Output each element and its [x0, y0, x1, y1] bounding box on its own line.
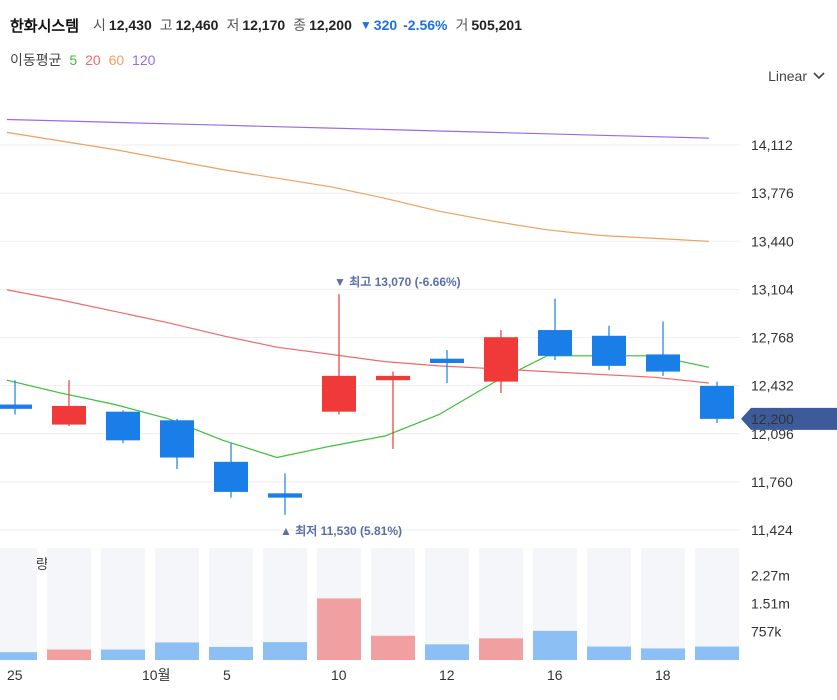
volume-bar — [371, 635, 415, 660]
current-price-label: 12,200 — [751, 411, 794, 427]
volume-bg-column — [0, 548, 37, 660]
x-axis-tick: 12 — [439, 667, 455, 683]
volume-bar — [209, 646, 253, 660]
ma-legend-20: 20 — [85, 52, 101, 68]
change-value: 320 — [373, 17, 398, 33]
x-axis-tick: 25 — [7, 667, 23, 683]
candle-body — [538, 330, 572, 356]
volume-bg-column — [47, 548, 91, 660]
volume-bar — [479, 638, 523, 660]
candle-body — [106, 411, 140, 441]
quote-header: 한화시스템 시 12,430 고 12,460 저 12,170 종 12,20… — [10, 14, 530, 36]
price-axis-tick: 13,440 — [751, 233, 794, 249]
volume-bar — [263, 642, 307, 660]
high-value: 12,460 — [175, 17, 219, 33]
candle-body — [646, 354, 680, 372]
high-annotation: ▼ 최고 13,070 (-6.66%) — [334, 274, 461, 289]
volume-bar — [641, 648, 685, 660]
volume-bg-column — [641, 548, 685, 660]
volume-bar — [101, 649, 145, 660]
close-value: 12,200 — [309, 17, 352, 33]
candle-body — [160, 420, 194, 458]
ma-line-120 — [6, 118, 709, 139]
volume-bar — [533, 630, 577, 660]
candle-body — [430, 358, 464, 363]
stock-name: 한화시스템 — [10, 17, 80, 35]
candle-body — [268, 493, 302, 498]
price-axis-tick: 14,112 — [751, 137, 793, 153]
ma-legend-5: 5 — [69, 52, 78, 68]
volume-axis-tick: 1.51m — [751, 596, 790, 612]
candle-body — [0, 404, 32, 409]
candle-body — [592, 335, 626, 366]
x-axis-tick: 5 — [223, 667, 231, 683]
ma-legend-60: 60 — [108, 52, 125, 68]
candle-body — [322, 375, 356, 412]
volume-bar — [317, 598, 361, 660]
high-label: 고 — [159, 17, 173, 33]
ma-legend-120: 120 — [132, 52, 156, 68]
change-percent: -2.56% — [403, 17, 448, 33]
volume-bar — [695, 646, 739, 660]
x-axis-tick: 10월 — [142, 667, 170, 683]
candle-body — [52, 405, 86, 425]
volume-bg-column — [155, 548, 199, 660]
scale-select-value: Linear — [768, 68, 807, 84]
moving-average-legend: 이동평균 5 20 60 120 — [10, 50, 159, 70]
ma-legend-title: 이동평균 — [10, 52, 62, 68]
price-axis-tick: 12,432 — [751, 378, 794, 394]
price-axis-tick: 11,424 — [751, 522, 793, 538]
volume-value: 505,201 — [471, 17, 522, 33]
volume-bg-column — [587, 548, 631, 660]
open-value: 12,430 — [108, 17, 152, 33]
volume-bar — [425, 644, 469, 660]
low-value: 12,170 — [242, 17, 286, 33]
x-axis-tick: 18 — [655, 667, 671, 683]
candle-body — [376, 375, 410, 381]
volume-bar — [587, 646, 631, 660]
chevron-down-icon — [813, 72, 825, 80]
volume-bar — [0, 652, 37, 660]
candle-body — [214, 461, 248, 492]
volume-bg-column — [695, 548, 739, 660]
ma-line-5 — [6, 355, 710, 459]
scale-select[interactable]: Linear — [768, 68, 825, 84]
price-axis-tick: 13,776 — [751, 185, 794, 201]
ma-line-60 — [6, 131, 709, 242]
price-axis-tick: 13,104 — [751, 281, 794, 297]
low-label: 저 — [226, 17, 240, 33]
close-label: 종 — [293, 17, 307, 33]
change-arrow: ▼ — [359, 18, 372, 32]
volume-bg-column — [425, 548, 469, 660]
volume-bar — [155, 642, 199, 660]
volume-bg-column — [101, 548, 145, 660]
current-price-tag — [741, 407, 837, 430]
ma-line-20 — [6, 289, 709, 384]
volume-bg-column — [263, 548, 307, 660]
open-label: 시 — [93, 17, 106, 33]
candle-body — [484, 337, 518, 382]
x-axis-tick: 16 — [547, 667, 563, 683]
low-annotation: ▲ 최저 11,530 (5.81%) — [280, 523, 402, 538]
price-axis-tick: 11,760 — [751, 474, 793, 490]
candle-body — [700, 385, 734, 419]
volume-label: 거 — [455, 17, 469, 33]
volume-bar — [47, 649, 91, 660]
price-axis-tick: 12,768 — [751, 330, 794, 346]
volume-axis-tick: 757k — [751, 624, 782, 640]
volume-bg-column — [209, 548, 253, 660]
x-axis-tick: 10 — [331, 667, 347, 683]
volume-axis-tick: 2.27m — [751, 567, 790, 583]
